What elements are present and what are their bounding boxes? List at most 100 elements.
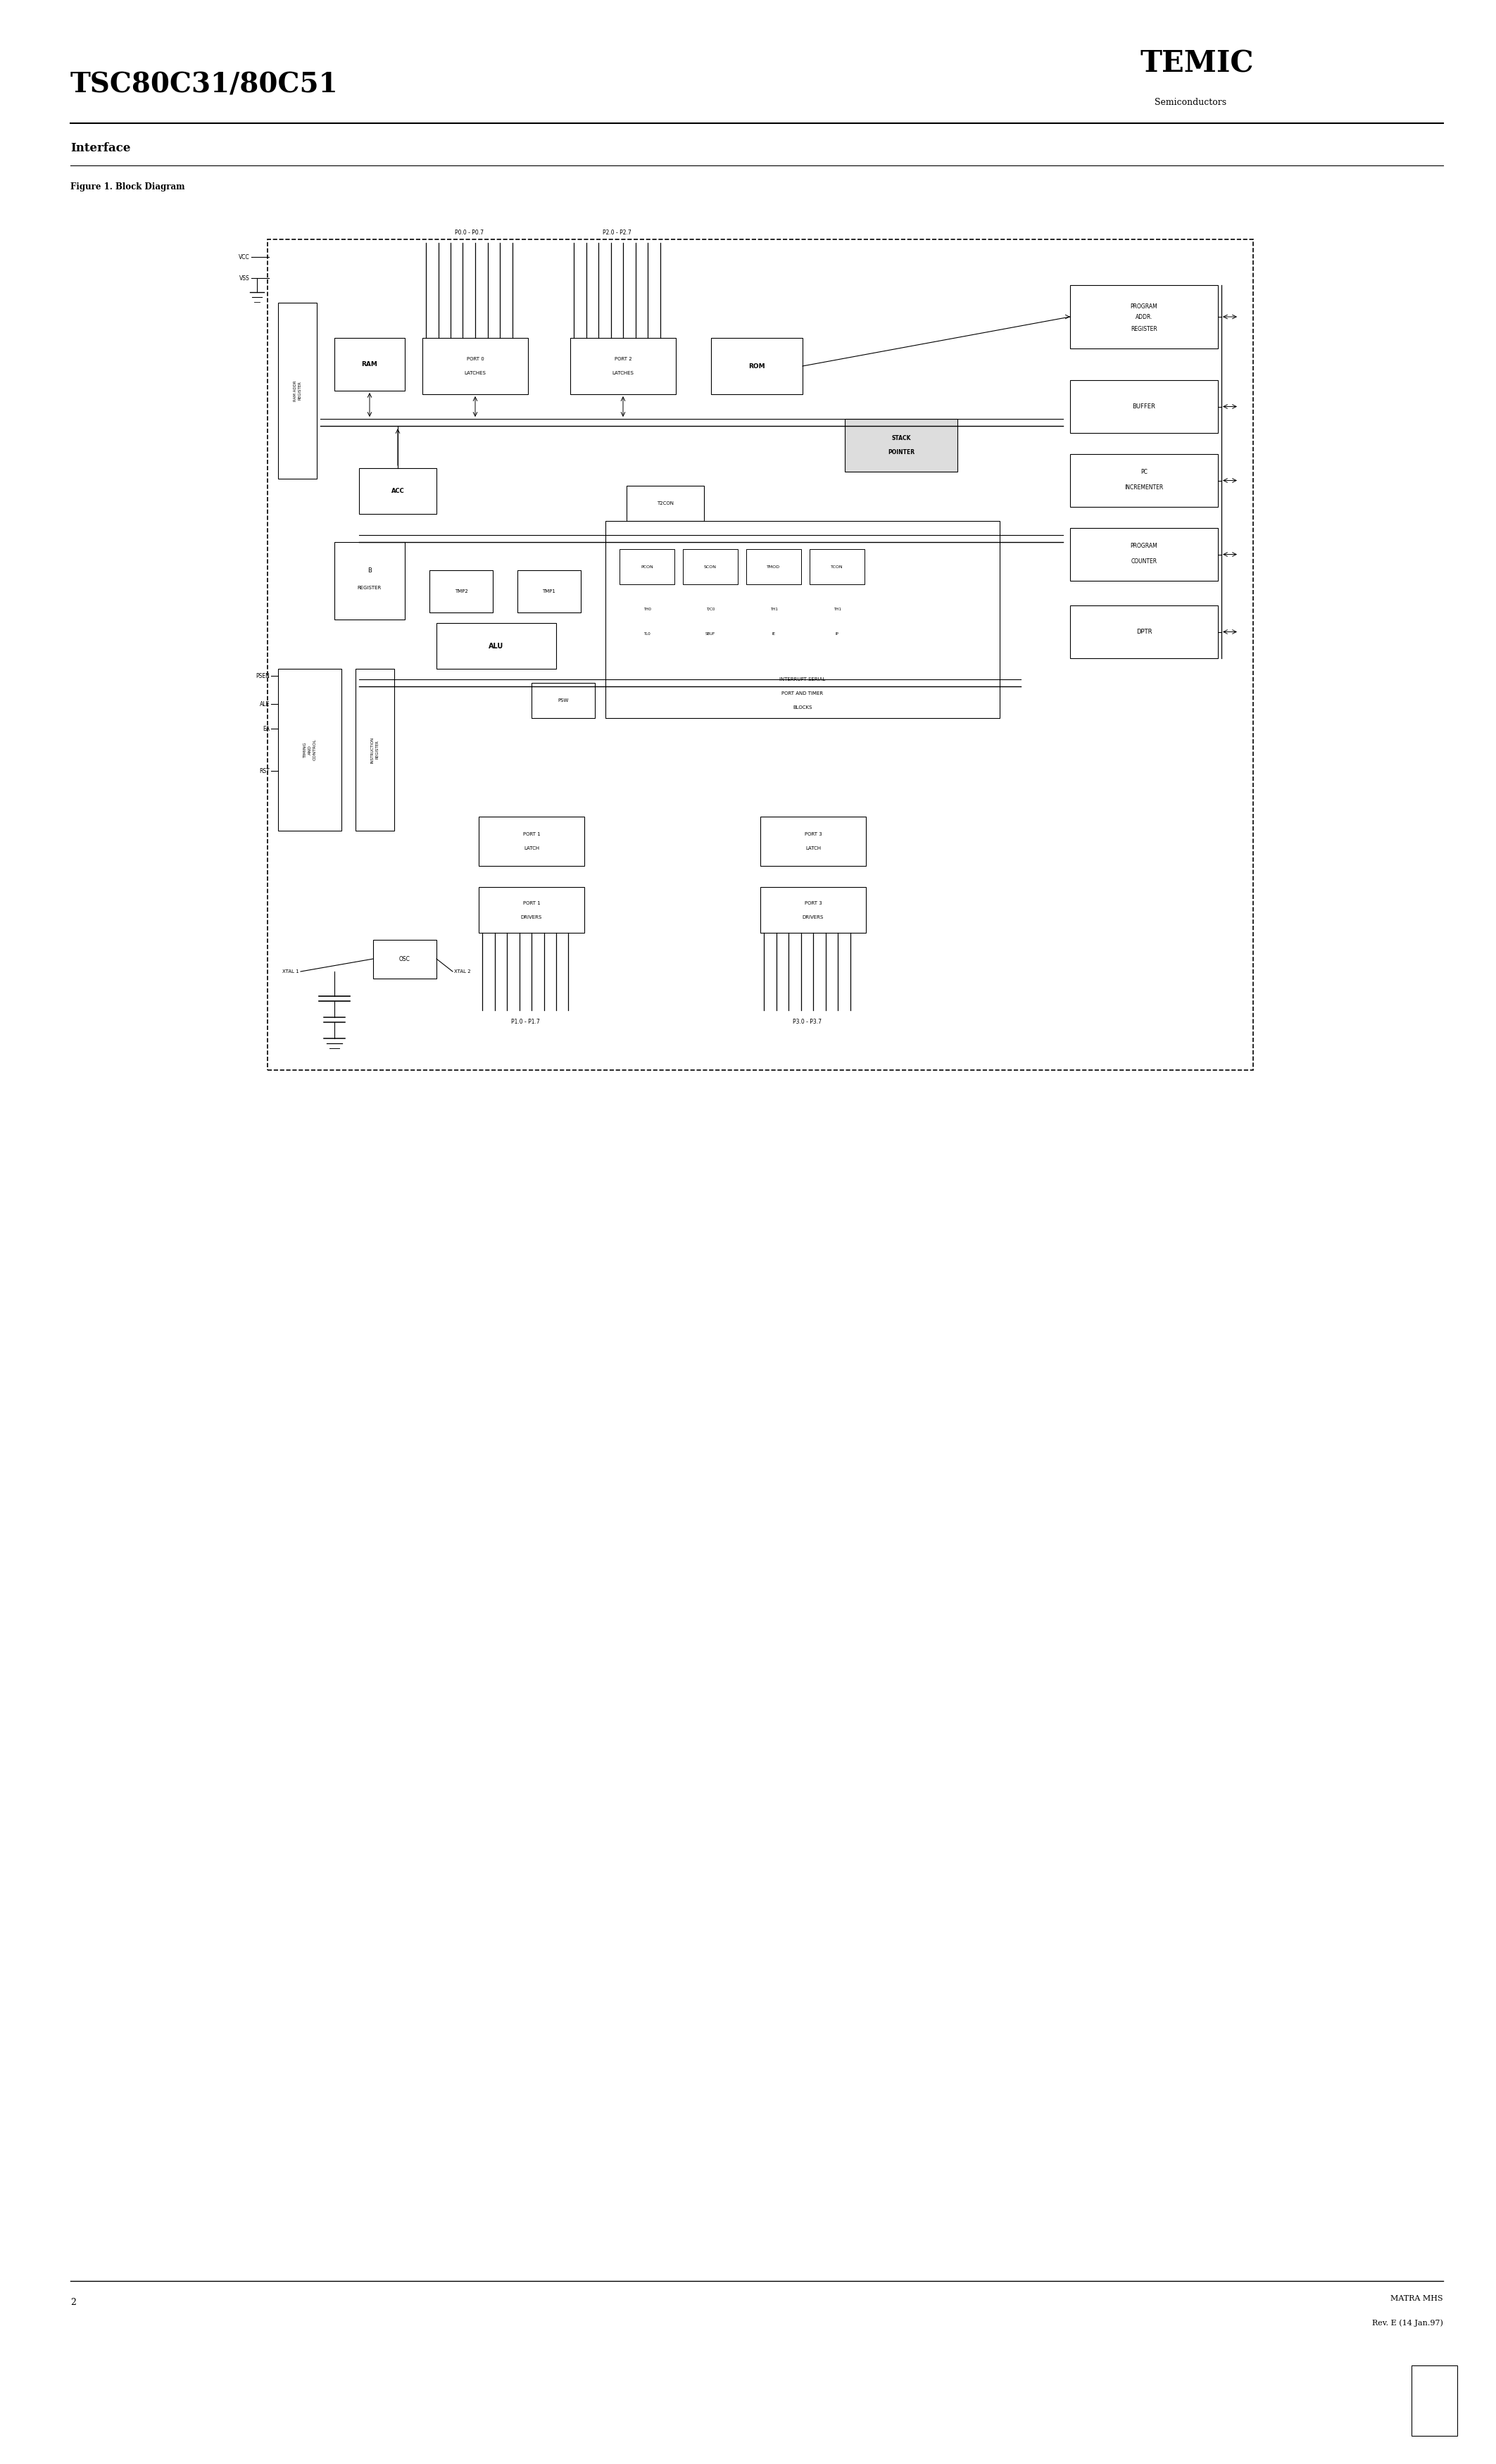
- Bar: [570, 338, 676, 394]
- Text: Semiconductors: Semiconductors: [1155, 99, 1227, 106]
- Text: TMP1: TMP1: [543, 589, 557, 594]
- Text: INCREMENTER: INCREMENTER: [1125, 485, 1164, 490]
- Text: BUFFER: BUFFER: [1132, 404, 1155, 409]
- Bar: [422, 338, 528, 394]
- Text: ALE: ALE: [260, 700, 269, 707]
- Text: TCON: TCON: [830, 564, 844, 569]
- Text: PSEN: PSEN: [256, 673, 269, 680]
- Text: TH1: TH1: [770, 606, 778, 611]
- Text: Figure 1. Block Diagram: Figure 1. Block Diagram: [70, 182, 186, 192]
- Bar: [518, 569, 580, 614]
- Bar: [1412, 2365, 1457, 2437]
- Text: TIMING
AND
CONTROL: TIMING AND CONTROL: [304, 739, 317, 761]
- Bar: [1070, 606, 1218, 658]
- Bar: [606, 520, 999, 717]
- Bar: [278, 303, 317, 478]
- Text: TSC80C31/80C51: TSC80C31/80C51: [70, 71, 338, 99]
- Text: EA: EA: [263, 724, 269, 732]
- Text: TMP2: TMP2: [455, 589, 468, 594]
- Bar: [429, 569, 492, 614]
- Bar: [809, 549, 865, 584]
- Text: P2.0 - P2.7: P2.0 - P2.7: [603, 229, 631, 237]
- Text: TL0: TL0: [643, 631, 651, 636]
- Text: PORT 1: PORT 1: [522, 902, 540, 904]
- Bar: [268, 239, 1254, 1069]
- Text: ALU: ALU: [489, 643, 504, 650]
- Bar: [531, 683, 595, 717]
- Text: T/C0: T/C0: [706, 606, 715, 611]
- Text: INTERRUPT SERIAL: INTERRUPT SERIAL: [779, 678, 826, 683]
- Bar: [760, 816, 866, 865]
- Text: T2CON: T2CON: [657, 500, 673, 505]
- Text: VCC: VCC: [239, 254, 250, 261]
- Text: ACC: ACC: [390, 488, 404, 495]
- Text: STACK: STACK: [892, 436, 911, 441]
- Bar: [1070, 286, 1218, 347]
- Text: VSS: VSS: [239, 276, 250, 281]
- Bar: [359, 468, 437, 515]
- Bar: [845, 419, 957, 471]
- Text: TH0: TH0: [643, 606, 651, 611]
- Text: RST: RST: [259, 769, 269, 774]
- Text: PORT 0: PORT 0: [467, 357, 483, 362]
- Text: IE: IE: [772, 631, 775, 636]
- Text: ADDR.: ADDR.: [1135, 313, 1152, 320]
- Text: OSC: OSC: [399, 956, 410, 963]
- Text: XTAL 2: XTAL 2: [455, 968, 471, 973]
- Text: P1.0 - P1.7: P1.0 - P1.7: [510, 1018, 540, 1025]
- Bar: [373, 939, 437, 978]
- Text: B: B: [368, 567, 371, 574]
- Text: PC: PC: [1140, 468, 1147, 476]
- Text: PORT 3: PORT 3: [805, 833, 821, 835]
- Text: REGISTER: REGISTER: [358, 586, 381, 589]
- Bar: [711, 338, 802, 394]
- Text: PROGRAM: PROGRAM: [1131, 542, 1158, 549]
- Text: TH1: TH1: [833, 606, 841, 611]
- Bar: [619, 549, 675, 584]
- Bar: [627, 485, 705, 520]
- Text: DRIVERS: DRIVERS: [521, 914, 542, 919]
- Text: DRIVERS: DRIVERS: [802, 914, 824, 919]
- Bar: [479, 887, 585, 934]
- Text: PROGRAM: PROGRAM: [1131, 303, 1158, 310]
- Text: LATCH: LATCH: [524, 845, 539, 850]
- Bar: [278, 668, 341, 830]
- Bar: [437, 623, 557, 668]
- Text: INSTRUCTION
REGISTER: INSTRUCTION REGISTER: [371, 737, 378, 764]
- Text: POINTER: POINTER: [887, 448, 914, 456]
- Text: MATRA MHS: MATRA MHS: [1391, 2294, 1444, 2301]
- Text: SCON: SCON: [705, 564, 717, 569]
- Bar: [1070, 453, 1218, 508]
- Text: BLOCKS: BLOCKS: [793, 705, 812, 710]
- Text: PORT AND TIMER: PORT AND TIMER: [782, 692, 823, 695]
- Text: DPTR: DPTR: [1135, 628, 1152, 636]
- Text: PSW: PSW: [558, 697, 568, 702]
- Text: XTAL 1: XTAL 1: [283, 968, 299, 973]
- Text: PORT 2: PORT 2: [615, 357, 631, 362]
- Text: REGISTER: REGISTER: [1131, 325, 1158, 333]
- Text: TEMIC: TEMIC: [1140, 49, 1254, 79]
- Text: 2: 2: [70, 2296, 76, 2306]
- Text: P3.0 - P3.7: P3.0 - P3.7: [793, 1018, 821, 1025]
- Text: LATCHES: LATCHES: [612, 372, 634, 375]
- Text: IP: IP: [835, 631, 839, 636]
- Bar: [335, 338, 405, 392]
- Bar: [479, 816, 585, 865]
- Bar: [356, 668, 395, 830]
- Text: TMOD: TMOD: [767, 564, 781, 569]
- Text: PORT 1: PORT 1: [522, 833, 540, 835]
- Text: Rev. E (14 Jan.97): Rev. E (14 Jan.97): [1372, 2319, 1444, 2326]
- Bar: [682, 549, 738, 584]
- Text: Interface: Interface: [70, 143, 130, 153]
- Text: PCON: PCON: [640, 564, 654, 569]
- Bar: [335, 542, 405, 618]
- Text: SBUF: SBUF: [705, 631, 715, 636]
- Text: ROM: ROM: [748, 362, 764, 370]
- Bar: [1070, 379, 1218, 434]
- Text: COUNTER: COUNTER: [1131, 559, 1156, 564]
- Text: P0.0 - P0.7: P0.0 - P0.7: [455, 229, 483, 237]
- Text: PORT 3: PORT 3: [805, 902, 821, 904]
- Text: RAM ADDR
REGISTER: RAM ADDR REGISTER: [293, 379, 302, 402]
- Text: LATCHES: LATCHES: [464, 372, 486, 375]
- Bar: [760, 887, 866, 934]
